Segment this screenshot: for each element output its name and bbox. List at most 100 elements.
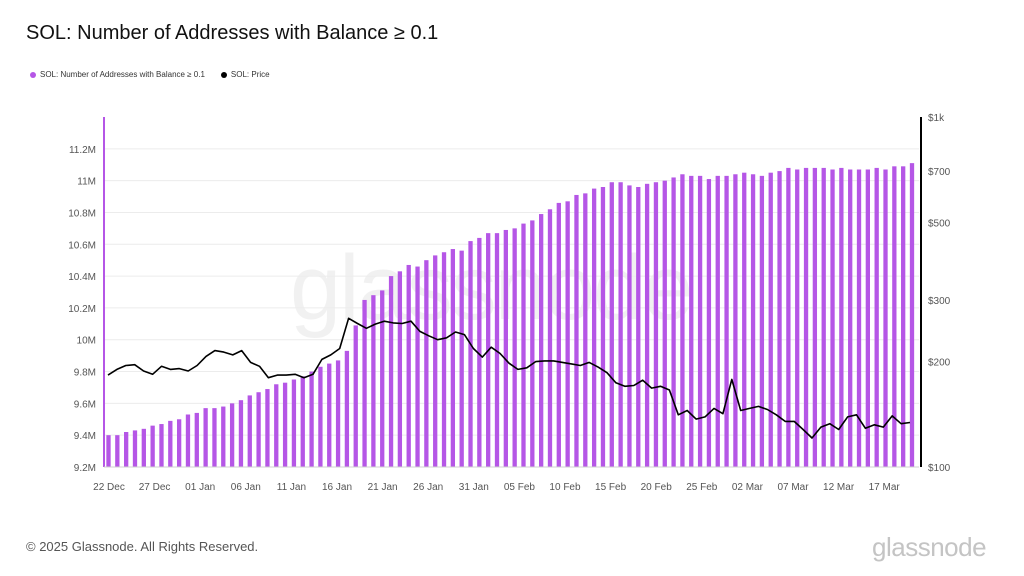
bar — [388, 276, 394, 467]
bar — [786, 167, 791, 467]
bar — [247, 395, 252, 467]
bar — [282, 382, 288, 467]
bar — [547, 209, 553, 468]
x-tick-label: 20 Feb — [641, 482, 673, 493]
bar — [856, 169, 862, 467]
bar — [415, 266, 420, 467]
bar — [591, 188, 597, 467]
bar — [309, 371, 314, 467]
y-tick-label-right: $1k — [928, 113, 945, 124]
x-tick-label: 22 Dec — [93, 482, 125, 493]
bar — [689, 175, 694, 467]
bar — [618, 182, 623, 467]
y-tick-label-right: $700 — [928, 167, 951, 178]
bar — [221, 406, 226, 467]
bar — [609, 182, 614, 467]
price-line — [107, 317, 911, 439]
x-tick-label: 05 Feb — [504, 482, 536, 493]
bar — [335, 360, 341, 467]
bar — [521, 223, 526, 467]
bar — [380, 290, 385, 467]
bar — [194, 412, 199, 467]
bar — [821, 167, 826, 467]
bar — [265, 389, 270, 467]
bar — [115, 435, 120, 467]
bar — [132, 430, 138, 467]
y-tick-label-right: $100 — [928, 463, 951, 474]
bar — [715, 175, 720, 467]
bar — [892, 166, 897, 467]
bar — [583, 193, 588, 467]
bar — [697, 175, 703, 467]
bar — [539, 214, 544, 467]
y-tick-label-left: 9.4M — [74, 431, 96, 442]
bar — [865, 169, 871, 467]
x-tick-label: 15 Feb — [595, 482, 627, 493]
bar — [706, 179, 712, 467]
x-tick-label: 16 Jan — [322, 482, 352, 493]
bar — [653, 182, 659, 467]
bar — [168, 420, 173, 467]
bar — [327, 363, 332, 467]
legend: SOL: Number of Addresses with Balance ≥ … — [30, 70, 270, 79]
bar — [274, 384, 279, 467]
legend-item-addresses[interactable]: SOL: Number of Addresses with Balance ≥ … — [30, 70, 205, 79]
bar — [883, 169, 888, 467]
bar — [106, 435, 111, 467]
bar — [238, 400, 244, 467]
x-tick-label: 12 Mar — [823, 482, 855, 493]
legend-label-addresses: SOL: Number of Addresses with Balance ≥ … — [40, 70, 205, 79]
bar — [256, 392, 261, 467]
y-tick-label-left: 10M — [77, 336, 96, 347]
legend-swatch-price — [220, 71, 227, 78]
bar — [371, 295, 376, 467]
y-tick-label-left: 9.2M — [74, 463, 96, 474]
bar — [680, 174, 685, 468]
legend-label-price: SOL: Price — [230, 70, 270, 79]
bar — [724, 175, 729, 467]
bar — [636, 187, 641, 467]
bar — [150, 425, 155, 467]
bar — [839, 167, 844, 467]
chart-title: SOL: Number of Addresses with Balance ≥ … — [26, 22, 439, 44]
bar — [768, 172, 773, 467]
bar — [450, 249, 456, 467]
bar — [901, 166, 906, 467]
x-tick-label: 07 Mar — [777, 482, 809, 493]
bar — [300, 376, 305, 467]
y-tick-label-left: 10.2M — [68, 304, 96, 315]
brand-logo: glassnode — [872, 532, 987, 562]
y-tick-label-right: $500 — [928, 218, 951, 229]
bar — [353, 325, 358, 467]
bar — [565, 201, 570, 467]
bar — [644, 183, 650, 467]
bar — [477, 237, 482, 467]
bar — [627, 185, 632, 467]
copyright-footer: © 2025 Glassnode. All Rights Reserved. — [26, 539, 259, 554]
legend-swatch-addresses — [30, 71, 36, 78]
bar — [600, 187, 606, 467]
bar — [212, 408, 217, 467]
bar — [830, 169, 835, 467]
bar — [424, 260, 429, 467]
x-tick-label: 27 Dec — [139, 482, 171, 493]
y-tick-label-left: 11M — [77, 177, 96, 188]
x-tick-label: 02 Mar — [732, 482, 764, 493]
bar — [344, 350, 350, 467]
x-tick-label: 11 Jan — [277, 482, 306, 493]
bar — [159, 424, 164, 467]
bar — [203, 408, 208, 467]
bar — [176, 419, 182, 467]
bar — [671, 177, 676, 468]
bar — [777, 171, 782, 467]
y-tick-label-right: $300 — [928, 296, 951, 307]
y-tick-label-left: 10.4M — [68, 272, 96, 283]
bar — [812, 167, 818, 467]
legend-item-price[interactable]: SOL: Price — [220, 70, 270, 79]
bar — [124, 432, 129, 467]
bar — [141, 428, 146, 467]
x-tick-label: 21 Jan — [368, 482, 398, 493]
bar — [441, 252, 447, 467]
y-tick-label-left: 9.8M — [74, 368, 96, 379]
